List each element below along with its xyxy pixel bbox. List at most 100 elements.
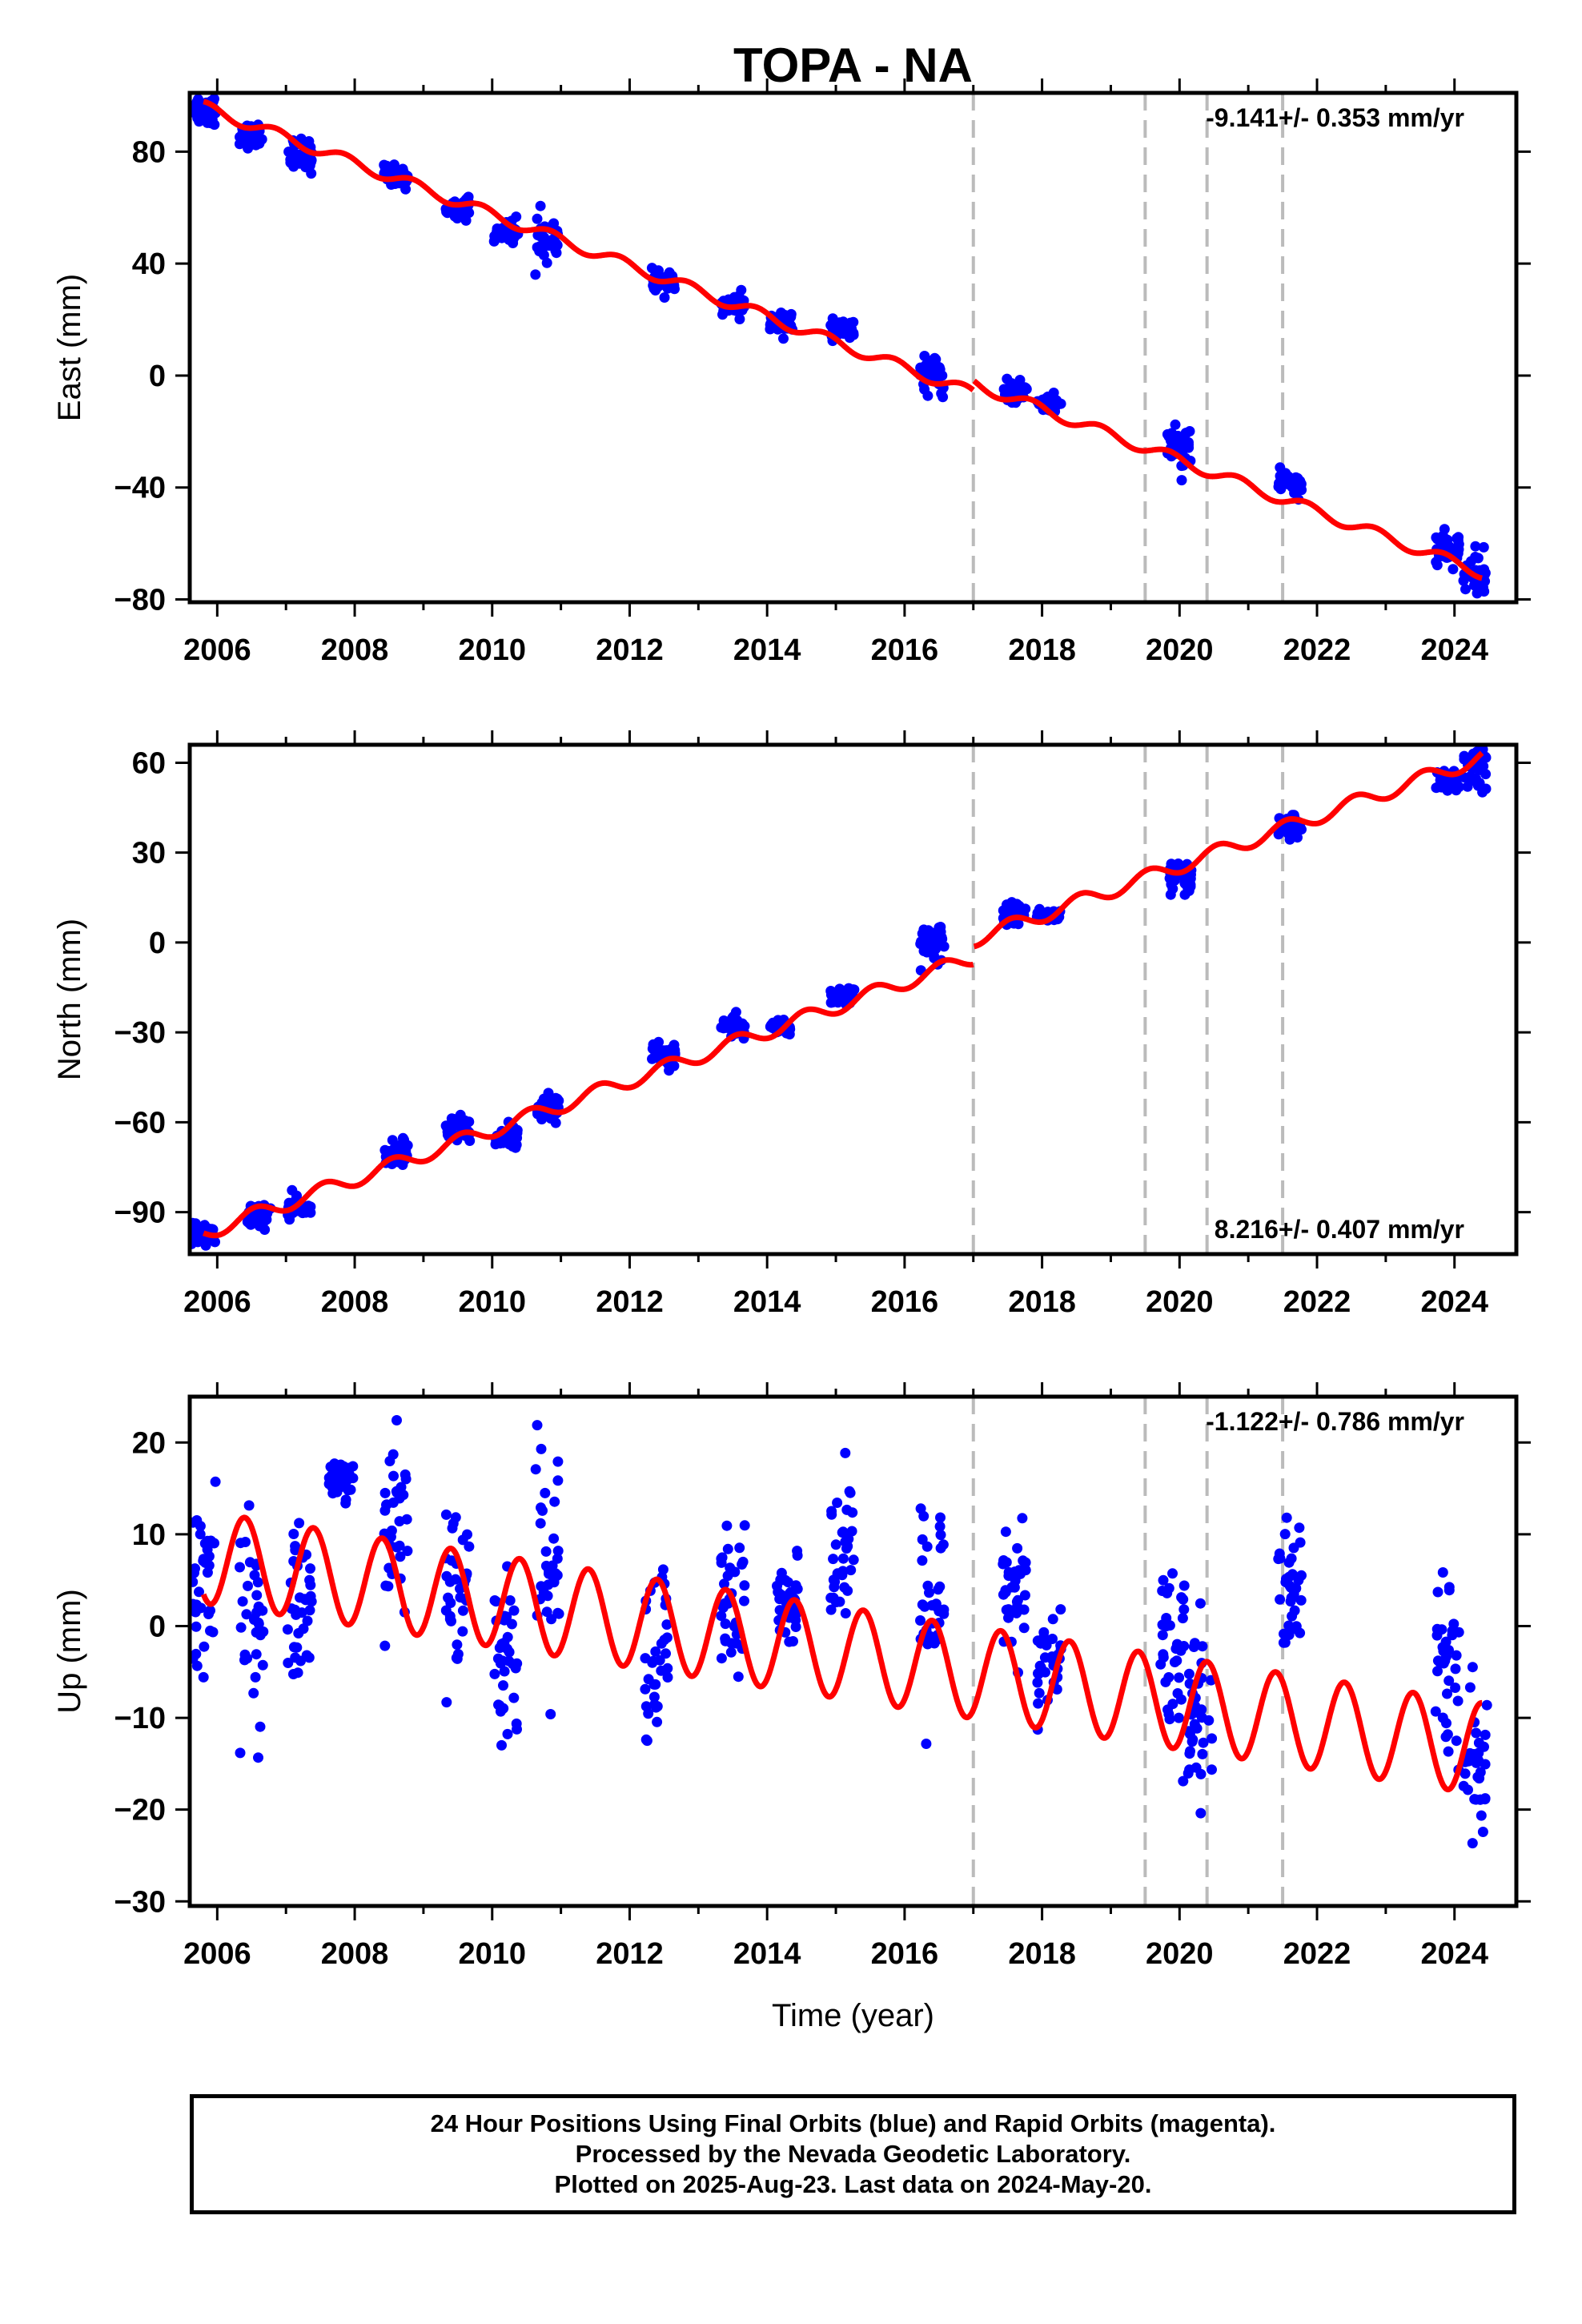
data-point: [1191, 1723, 1203, 1734]
data-point: [1055, 1604, 1066, 1615]
data-point: [1466, 1750, 1477, 1761]
data-point: [538, 1093, 549, 1104]
data-point: [1012, 1542, 1023, 1554]
data-point: [1275, 484, 1287, 495]
data-point: [450, 1512, 461, 1523]
data-point: [1467, 1838, 1478, 1849]
data-point: [1207, 1733, 1218, 1744]
plot-frame: [187, 742, 1519, 1256]
data-point: [1275, 462, 1286, 473]
y-tick-label: −90: [114, 1196, 166, 1230]
data-points: [190, 1415, 1492, 1849]
data-point: [1281, 1512, 1292, 1523]
data-point: [200, 1240, 211, 1251]
data-point: [998, 1589, 1009, 1600]
x-tick-label: 2016: [871, 1285, 939, 1319]
data-point: [256, 134, 267, 145]
data-point: [844, 1486, 855, 1497]
data-point: [938, 392, 949, 403]
data-point: [739, 1520, 750, 1531]
data-point: [1450, 1683, 1461, 1693]
data-point: [935, 1512, 946, 1523]
x-tick-label: 2014: [733, 633, 801, 667]
data-point: [504, 1139, 515, 1150]
data-point: [648, 1679, 660, 1690]
data-point: [446, 1113, 457, 1124]
y-axis-label: North (mm): [52, 919, 87, 1080]
data-point: [1447, 564, 1459, 575]
footer-line-2: Processed by the Nevada Geodetic Laborat…: [575, 2140, 1131, 2168]
data-point: [719, 1578, 729, 1590]
data-point: [1033, 1698, 1044, 1709]
data-point: [253, 1752, 263, 1763]
data-point: [1470, 541, 1481, 552]
data-point: [640, 1734, 652, 1745]
data-point: [716, 1557, 727, 1568]
data-point: [296, 1607, 307, 1618]
data-point: [1447, 1626, 1458, 1636]
data-point: [716, 1653, 727, 1664]
data-point: [541, 257, 552, 268]
data-point: [650, 1646, 661, 1657]
data-point: [1161, 1621, 1172, 1632]
data-point: [1460, 1768, 1471, 1779]
data-point: [727, 1012, 738, 1023]
y-tick-label: −10: [114, 1702, 166, 1735]
data-point: [235, 1562, 245, 1573]
data-point: [536, 245, 548, 256]
data-point: [934, 368, 946, 379]
data-point: [778, 333, 789, 344]
data-point: [492, 223, 503, 234]
x-tick-label: 2016: [871, 1937, 939, 1971]
data-point: [1279, 1529, 1291, 1540]
data-point: [919, 351, 930, 361]
data-point: [837, 991, 848, 1002]
data-point: [1034, 1660, 1046, 1671]
data-point: [250, 1671, 261, 1683]
y-tick-label: −30: [114, 1016, 166, 1050]
data-point: [255, 1721, 266, 1732]
data-point: [721, 1520, 733, 1531]
data-point: [462, 1529, 472, 1540]
x-tick-label: 2006: [183, 1937, 251, 1971]
data-point: [190, 102, 199, 113]
data-point: [1021, 384, 1032, 395]
data-point: [249, 1614, 259, 1625]
data-point: [739, 1580, 750, 1591]
data-point: [235, 1622, 247, 1633]
data-point: [930, 359, 942, 370]
x-tick-label: 2014: [733, 1937, 801, 1971]
data-point: [1015, 1568, 1026, 1579]
data-point: [662, 1672, 673, 1683]
data-point: [452, 1639, 463, 1651]
data-point: [1047, 1614, 1058, 1625]
data-point: [239, 1649, 251, 1660]
data-point: [508, 1659, 518, 1670]
data-point: [938, 1539, 949, 1550]
x-tick-label: 2022: [1283, 633, 1351, 667]
x-tick-label: 2024: [1420, 1285, 1488, 1319]
data-point: [447, 1522, 458, 1534]
data-point: [252, 1577, 263, 1588]
data-point: [847, 1507, 858, 1518]
data-point: [1464, 1682, 1476, 1693]
data-point: [293, 1628, 304, 1638]
data-point: [1443, 1746, 1454, 1757]
data-point: [1467, 1662, 1478, 1673]
data-point: [790, 1580, 801, 1591]
data-point: [1450, 1663, 1461, 1675]
data-point: [1430, 1706, 1441, 1717]
data-point: [190, 1563, 200, 1574]
data-point: [532, 1420, 543, 1431]
data-point: [1006, 384, 1017, 396]
data-point: [935, 1530, 946, 1541]
data-point: [251, 1590, 263, 1601]
data-point: [1279, 1637, 1291, 1648]
data-point: [191, 1660, 203, 1671]
data-point: [1176, 1694, 1186, 1705]
data-point: [498, 1680, 508, 1691]
data-point: [840, 1608, 851, 1618]
data-point: [926, 1600, 938, 1611]
data-point: [282, 1624, 293, 1635]
data-point: [837, 1526, 849, 1538]
